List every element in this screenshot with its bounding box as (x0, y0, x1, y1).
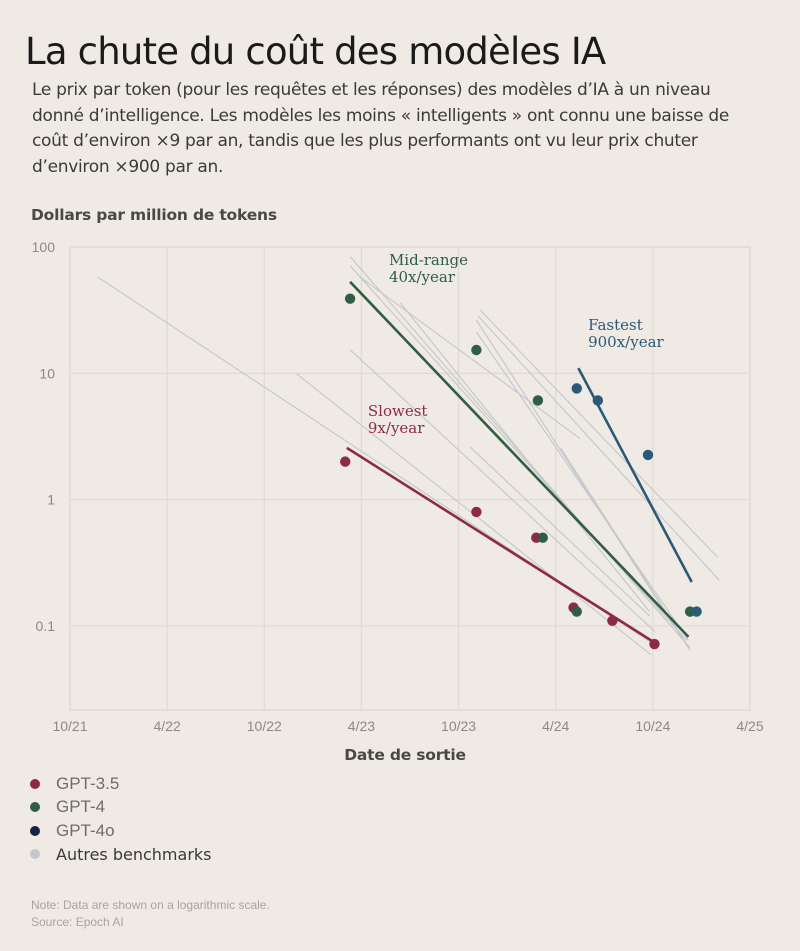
trend-label: Mid-range (389, 251, 468, 269)
trend-label: 40x/year (389, 268, 456, 286)
x-tick-label: 4/22 (154, 718, 181, 734)
other-benchmark-line (475, 319, 691, 651)
note-text: Note: Data are shown on a logarithmic sc… (31, 898, 270, 912)
x-tick-label: 10/24 (635, 718, 670, 734)
other-benchmark-line (349, 349, 655, 632)
data-point-gpt35 (471, 506, 482, 518)
data-point-gpt4 (537, 532, 548, 543)
x-axis-label: Date de sortie (344, 746, 466, 764)
trend-line-mid-range (349, 280, 690, 638)
data-point-gpt4o (571, 383, 582, 394)
x-axis-ticks: 10/21 4/22 10/22 4/23 10/23 4/24 10/24 4/25 (52, 718, 763, 734)
legend-item-gpt35: GPT-3.5 (28, 772, 212, 796)
legend-label: GPT-4o (56, 820, 115, 840)
y-tick-label: 100 (32, 239, 56, 255)
data-point-gpt35 (340, 456, 351, 467)
trend-label: Fastest (588, 316, 643, 334)
y-tick-label: 0.1 (36, 618, 56, 634)
data-point-gpt4 (532, 395, 544, 406)
y-tick-label: 1 (47, 492, 55, 508)
legend-item-gpt4o: GPT-4o (28, 819, 212, 843)
gpt4-dot-icon (30, 802, 40, 813)
data-point-gpt4o (642, 449, 654, 461)
legend-label: GPT-4 (56, 797, 106, 817)
legend-item-other: Autres benchmarks (28, 843, 212, 867)
trend-label: Slowest (368, 402, 428, 420)
x-tick-label: 10/22 (247, 718, 282, 734)
data-point-gpt4 (571, 606, 582, 617)
legend-label: GPT-3.5 (56, 773, 120, 793)
data-points (340, 293, 702, 650)
data-point-gpt4 (344, 293, 356, 304)
x-tick-label: 4/25 (736, 718, 763, 734)
x-tick-label: 10/21 (52, 718, 87, 734)
x-tick-label: 4/24 (542, 718, 569, 734)
other-benchmark-line (475, 331, 689, 641)
y-axis-label: Dollars par million de tokens (31, 206, 277, 224)
chart-subtitle: Le prix par token (pour les requêtes et … (32, 80, 729, 177)
data-point-gpt35 (607, 615, 618, 626)
data-point-gpt4o (592, 395, 604, 406)
data-point-gpt4 (471, 344, 482, 356)
x-tick-label: 10/23 (441, 718, 476, 734)
legend-label: Autres benchmarks (56, 844, 212, 864)
trend-label: 9x/year (368, 419, 425, 437)
other-benchmark-line (469, 446, 651, 617)
other-benchmark-line (477, 315, 720, 581)
y-axis-ticks: 100 10 1 0.1 (32, 239, 56, 634)
source-text: Source: Epoch AI (31, 915, 124, 929)
other-dot-icon (30, 849, 40, 860)
legend: GPT-3.5 GPT-4 GPT-4o Autres benchmarks (28, 772, 212, 866)
chart-notes: Note: Data are shown on a logarithmic sc… (31, 897, 270, 931)
trend-line-slowest (346, 446, 656, 644)
other-benchmark-line (359, 276, 581, 439)
other-benchmark-line (399, 302, 651, 612)
gpt4o-dot-icon (30, 825, 40, 836)
gpt35-dot-icon (30, 778, 40, 789)
grid-lines (69, 246, 751, 711)
y-tick-label: 10 (39, 365, 55, 381)
chart-title: La chute du coût des modèles IA (25, 30, 606, 73)
data-point-gpt4o (691, 606, 702, 617)
data-point-gpt35 (649, 638, 660, 650)
trend-label: 900x/year (588, 333, 664, 351)
x-tick-label: 4/23 (348, 718, 375, 734)
legend-item-gpt4: GPT-4 (28, 796, 212, 820)
other-benchmark-line (479, 309, 719, 558)
